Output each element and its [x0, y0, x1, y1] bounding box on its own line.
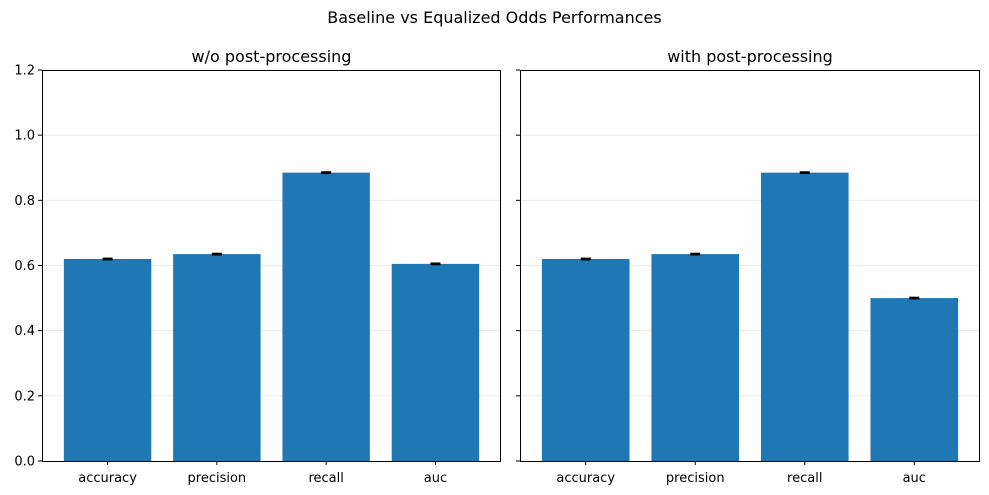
ytick-label: 0.6 — [14, 259, 35, 274]
bar-auc-left — [391, 263, 480, 461]
bar-accuracy-left — [63, 258, 152, 461]
ytick-label: 0.0 — [14, 455, 35, 470]
xtick-label-precision: precision — [188, 471, 247, 486]
axes-frame-right — [520, 70, 980, 462]
ytick-label: 1.2 — [14, 64, 35, 79]
ytick-label: 0.4 — [14, 324, 35, 339]
error-bars-left — [102, 171, 441, 266]
x-axis-left: accuracy precision recall auc — [78, 461, 447, 486]
ytick-label: 1.0 — [14, 129, 35, 144]
bar-precision-left — [173, 254, 261, 461]
bars-right — [541, 172, 959, 461]
bar-recall-left — [282, 172, 370, 461]
xtick-label-accuracy: accuracy — [78, 471, 137, 486]
axes-frame-left — [42, 70, 501, 462]
bars-left — [63, 172, 480, 461]
figure-suptitle: Baseline vs Equalized Odds Performances — [327, 8, 661, 27]
error-bars-right — [580, 171, 920, 300]
xtick-label-recall: recall — [308, 471, 343, 486]
y-axis-left: 0.0 0.2 0.4 0.6 0.8 1.0 1.2 — [14, 64, 42, 470]
bar-precision-right — [651, 254, 740, 461]
xtick-label-precision: precision — [666, 471, 725, 486]
ytick-label: 0.2 — [14, 389, 35, 404]
y-axis-right — [516, 69, 520, 462]
xtick-label-auc: auc — [424, 471, 447, 486]
axes-right: with post-processing accuracy precision re… — [516, 47, 980, 486]
bar-recall-right — [760, 172, 849, 461]
xtick-label-auc: auc — [903, 471, 926, 486]
axes-left: w/o post-processing 0.0 0.2 0.4 0.6 0.8 1.0 1.… — [14, 47, 501, 486]
xtick-label-recall: recall — [787, 471, 822, 486]
axes-title-left: w/o post-processing — [192, 47, 352, 66]
bar-auc-right — [870, 298, 959, 461]
xtick-label-accuracy: accuracy — [556, 471, 615, 486]
x-axis-right: accuracy precision recall auc — [556, 461, 926, 486]
ytick-label: 0.8 — [14, 194, 35, 209]
axes-title-right: with post-processing — [667, 47, 833, 66]
bar-accuracy-right — [541, 258, 630, 461]
